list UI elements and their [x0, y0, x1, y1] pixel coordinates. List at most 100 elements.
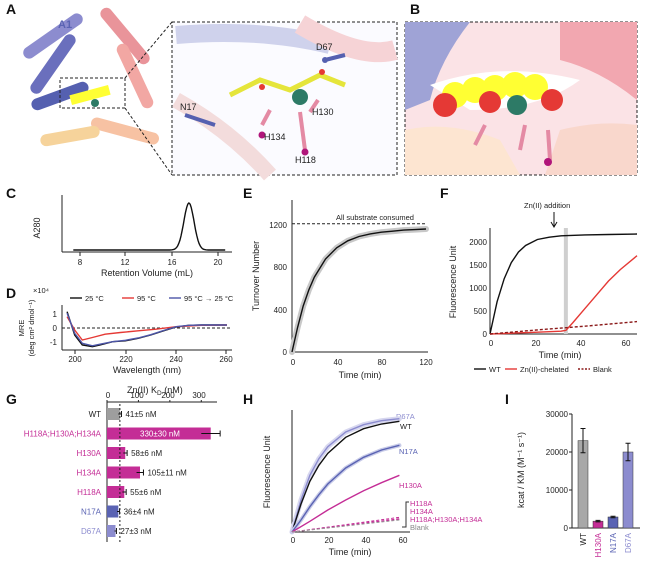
- d-xtick-200: 200: [68, 355, 82, 364]
- d-xtick-260: 260: [219, 355, 233, 364]
- residue-label-h134: H134: [264, 132, 286, 142]
- surface-rendering: [404, 21, 638, 176]
- h-label-n17a: N17A: [399, 447, 418, 456]
- d-xtick-240: 240: [169, 355, 183, 364]
- f-legend-chelated: Zn(II)-chelated: [520, 365, 569, 374]
- h-xlabel: Time (min): [329, 547, 372, 557]
- f-xlabel: Time (min): [539, 350, 582, 360]
- e-xtick-80: 80: [378, 358, 387, 367]
- g-errorbar-4: [122, 489, 127, 495]
- i-bar-wt: [577, 440, 589, 529]
- d-ytick-0: 0: [53, 324, 58, 333]
- e-band-0: [289, 226, 429, 355]
- c-xtick-20: 20: [214, 258, 223, 267]
- g-value-label: 27±3 nM: [120, 527, 151, 536]
- e-ytick-400: 400: [274, 306, 288, 315]
- f-ytick-500: 500: [474, 307, 488, 316]
- f-ytick-1500: 1500: [469, 261, 487, 270]
- h-label-h118a: H118A: [410, 499, 432, 508]
- g-xtick-0: 0: [106, 391, 111, 400]
- h-line-h130a: [291, 474, 400, 533]
- h-band-0: [289, 416, 402, 535]
- protein-structure-overview: [23, 7, 173, 176]
- h-label-triple: H118A;H130A;H134A: [410, 515, 482, 524]
- h-line-h118a: [291, 516, 400, 533]
- h-label-d67a: D67A: [396, 412, 415, 421]
- h-bracket: [402, 501, 409, 528]
- c-xlabel: Retention Volume (mL): [101, 268, 193, 278]
- g-category-label: WT: [89, 410, 102, 419]
- g-bar-h118a: [107, 486, 125, 498]
- kd-bar-chart: WT 41±5 nM H118A;H130A;H134A 330±30 nM H130A…: [24, 400, 221, 542]
- f-line-zn-ii-chelated: [489, 255, 638, 335]
- d-legend-25c: 25 °C: [85, 294, 104, 303]
- i-errorbar-0: [580, 427, 586, 454]
- d-yexp: ×10⁴: [33, 286, 49, 295]
- d-ylabel-2: (deg cm² dmol⁻¹): [27, 299, 36, 356]
- g-errorbar-3: [136, 469, 144, 476]
- d-ytick-1: 1: [53, 310, 58, 319]
- g-bar-d67a: [107, 525, 116, 537]
- residue-label-h130: H130: [312, 107, 334, 117]
- d-line-95-c-25-c: [66, 313, 227, 347]
- turnover-plot: [291, 200, 428, 353]
- h-line-n17a: [291, 444, 400, 533]
- g-bar-wt: [107, 408, 120, 420]
- panel-label-b: B: [410, 1, 420, 17]
- sec-plot: [61, 195, 232, 256]
- g-xtick-300: 300: [192, 391, 206, 400]
- d-legend-95to25: 95 °C → 25 °C: [184, 294, 234, 303]
- f-xtick-60: 60: [622, 339, 631, 348]
- e-xtick-40: 40: [334, 358, 343, 367]
- f-xtick-40: 40: [577, 339, 586, 348]
- g-value-label: 41±5 nM: [125, 410, 156, 419]
- panel-label-a: A: [6, 1, 16, 17]
- f-legend-wt: WT: [489, 365, 501, 374]
- e-ytick-1200: 1200: [269, 221, 287, 230]
- g-errorbar-1: [201, 430, 221, 437]
- g-errorbar-2: [123, 450, 128, 456]
- h-line-h118a-h130a-h134a: [291, 518, 400, 533]
- i-category-label: D67A: [624, 532, 633, 553]
- zn-arrow-icon: [550, 212, 558, 228]
- h-label-blank: Blank: [410, 523, 429, 532]
- c-xtick-8: 8: [78, 258, 83, 267]
- f-event-bar: [563, 228, 568, 334]
- g-category-label: D67A: [81, 527, 102, 536]
- f-line-wt: [489, 233, 638, 335]
- i-ytick-0: 0: [564, 524, 569, 533]
- h-xtick-20: 20: [325, 536, 334, 545]
- i-bar-n17a: [607, 516, 619, 529]
- h-xtick-60: 60: [399, 536, 408, 545]
- panel-label-i: I: [505, 391, 509, 407]
- e-ytick-800: 800: [274, 263, 288, 272]
- i-bar-d67a: [622, 451, 634, 529]
- g-category-label: H130A: [77, 449, 102, 458]
- cd-plot: [61, 305, 232, 351]
- g-bar-h130a: [107, 447, 126, 459]
- e-annotation: All substrate consumed: [336, 213, 414, 222]
- i-errorbar-2: [610, 515, 616, 519]
- d-ytick-m1: -1: [50, 338, 58, 347]
- h-band-2: [290, 443, 402, 534]
- f-ytick-2000: 2000: [469, 238, 487, 247]
- d-xlabel: Wavelength (nm): [113, 365, 181, 375]
- chain-label: A1: [58, 19, 72, 31]
- c-xtick-12: 12: [121, 258, 130, 267]
- h-xtick-0: 0: [291, 536, 296, 545]
- i-ylabel: kcat / KM (M⁻¹ s⁻¹): [516, 432, 526, 508]
- h-ylabel: Fluorescence Unit: [262, 435, 272, 508]
- d-ylabel-1: MRE: [17, 320, 26, 337]
- e-xtick-120: 120: [419, 358, 433, 367]
- g-xtick-100: 100: [130, 391, 144, 400]
- g-category-label: H118A: [77, 488, 102, 497]
- c-xtick-16: 16: [168, 258, 177, 267]
- f-xtick-20: 20: [532, 339, 541, 348]
- g-bar-n17a: [107, 505, 119, 518]
- i-errorbar-3: [625, 442, 631, 462]
- i-errorbar-1: [595, 519, 601, 523]
- g-title-main: Zn(II) K: [127, 385, 157, 395]
- g-xtick-200: 200: [161, 391, 175, 400]
- f-legend-blank: Blank: [593, 365, 612, 374]
- e-ylabel: Turnover Number: [251, 241, 261, 311]
